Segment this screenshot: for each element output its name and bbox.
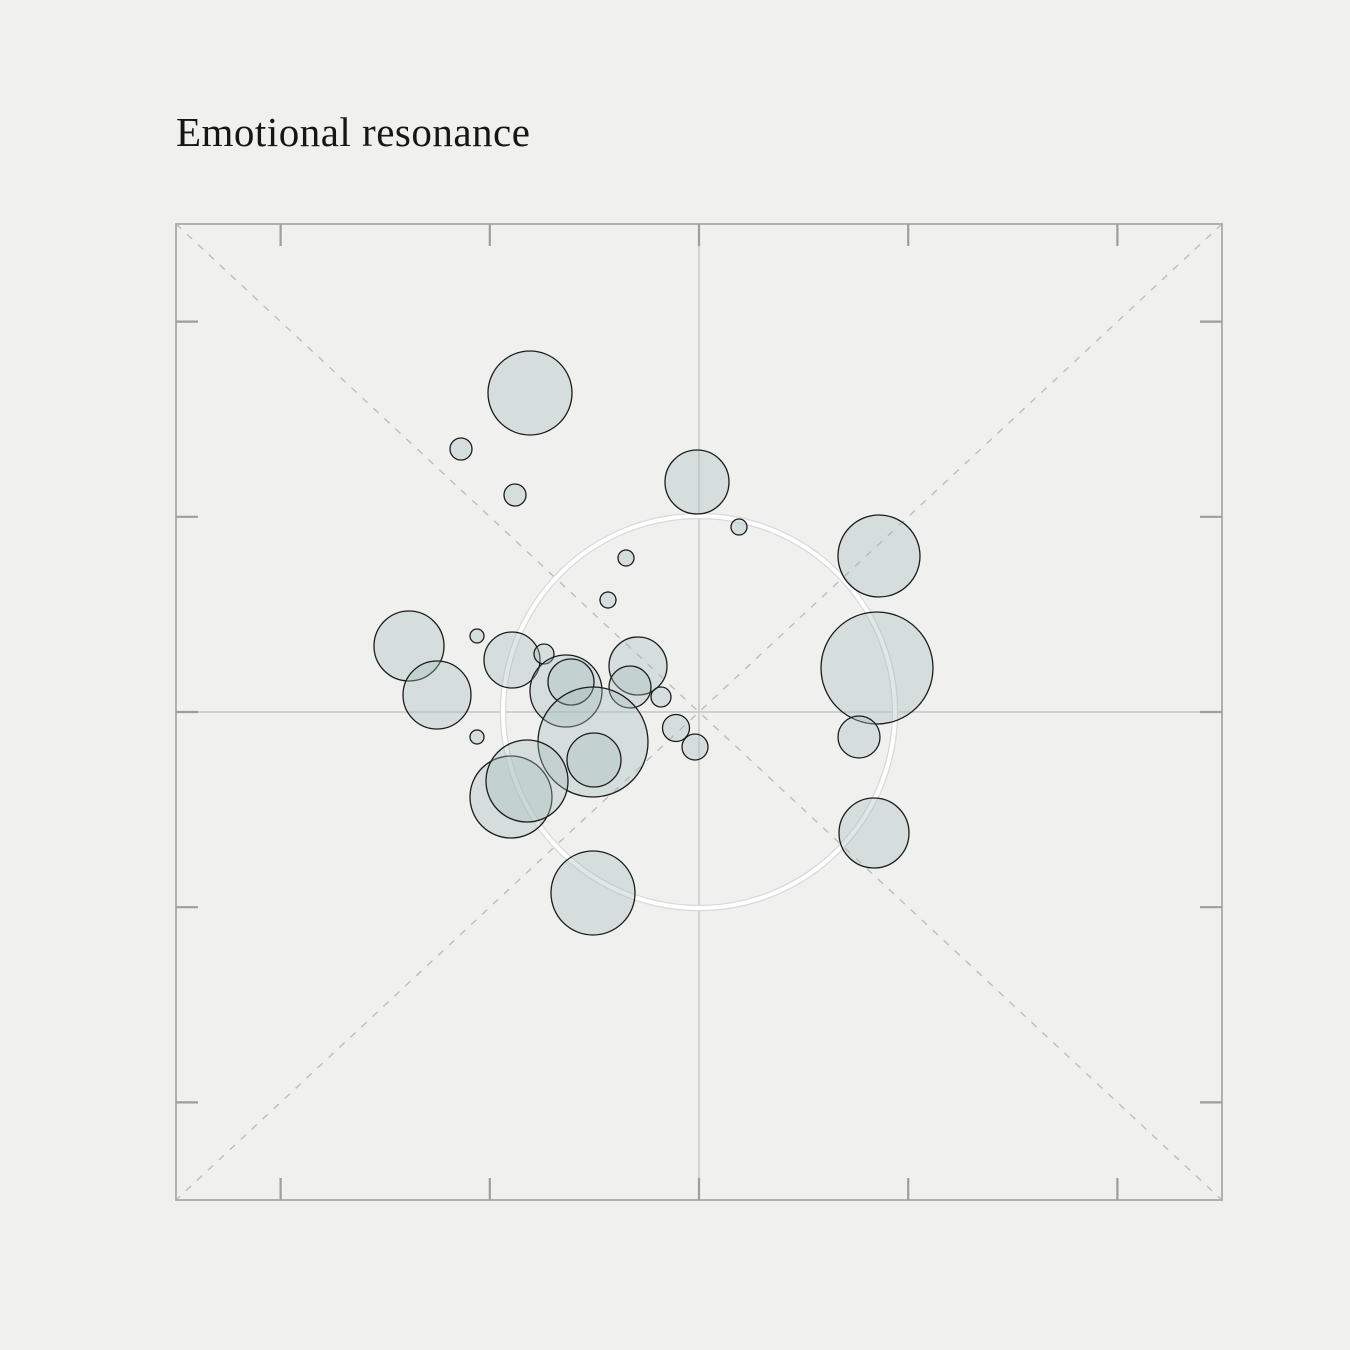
bubble-7: [373, 610, 445, 682]
bubble-8: [402, 660, 472, 730]
bubble-15: [608, 636, 668, 696]
bubble-0: [487, 350, 573, 436]
bubble-9: [469, 628, 485, 644]
bubble-27: [837, 715, 881, 759]
bubble-19: [681, 733, 709, 761]
bubble-2: [503, 483, 527, 507]
bubble-14: [547, 658, 595, 706]
bubble-24: [550, 850, 636, 936]
bubble-16: [608, 665, 652, 709]
bubble-1: [449, 437, 473, 461]
bubble-26: [820, 611, 934, 725]
bubble-18: [661, 713, 691, 743]
bubble-5: [617, 549, 635, 567]
bubble-3: [664, 449, 730, 515]
chart-title: Emotional resonance: [176, 109, 531, 155]
bubble-10: [469, 729, 485, 745]
bubble-23: [485, 739, 569, 823]
bubble-25: [837, 514, 921, 598]
bubble-22: [469, 755, 553, 839]
bubble-11: [483, 631, 541, 689]
bubble-6: [599, 591, 617, 609]
bubble-17: [650, 686, 672, 708]
reference-ring-core: [501, 514, 897, 910]
bubble-4: [730, 518, 748, 536]
bubble-13: [529, 654, 603, 728]
bubble-21: [566, 732, 622, 788]
bubble-28: [838, 797, 910, 869]
